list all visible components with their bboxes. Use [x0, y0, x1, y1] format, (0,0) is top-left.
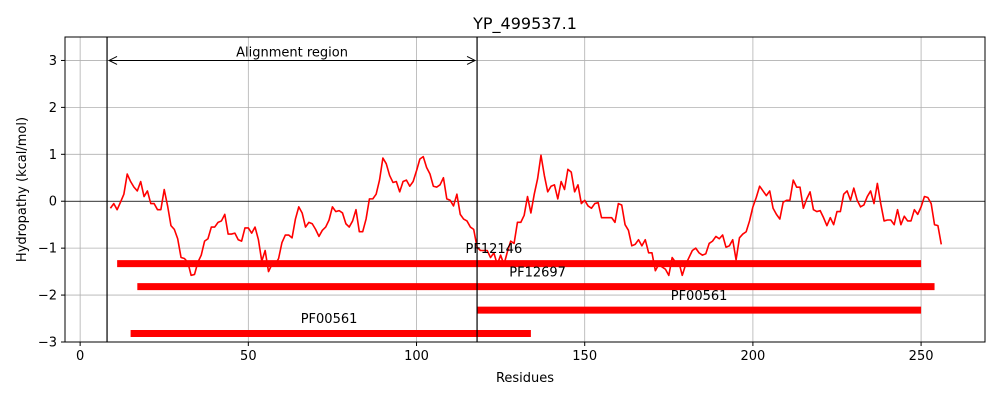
y-axis-label: Hydropathy (kcal/mol)	[15, 117, 30, 262]
x-tick-label: 100	[404, 349, 429, 364]
plot-frame	[64, 36, 986, 343]
arrow-right-head	[466, 56, 477, 65]
domain-label: PF12697	[509, 265, 566, 280]
x-axis-label: Residues	[496, 371, 554, 386]
domain-bars	[117, 260, 935, 338]
x-tick-label: 200	[740, 349, 765, 364]
y-tick-label: 2	[49, 101, 57, 116]
domain-label: PF00561	[671, 289, 728, 304]
domain-label-group: PF12146 PF12697 PF00561 PF00561	[301, 242, 728, 327]
domain-label: PF00561	[301, 312, 358, 327]
y-tick-label: 3	[49, 54, 57, 69]
arrow-left-head	[107, 56, 118, 65]
x-tick-label: 250	[909, 349, 934, 364]
alignment-region-group: Alignment region	[106, 37, 478, 342]
x-tick-label: 50	[240, 349, 257, 364]
series-line-group	[109, 154, 943, 277]
x-tick-label: 150	[572, 349, 597, 364]
chart-title: YP_499537.1	[472, 14, 577, 34]
y-tick-label: 0	[49, 195, 57, 210]
hydropathy-line	[109, 154, 943, 277]
grid-lines	[65, 37, 985, 343]
x-axis-ticks: 0 50 100 150 200 250	[76, 342, 934, 364]
y-tick-label: −2	[38, 289, 57, 304]
x-tick-label: 0	[76, 349, 84, 364]
y-tick-label: −1	[38, 242, 57, 257]
alignment-region-label: Alignment region	[236, 45, 348, 60]
y-axis-ticks: −3 −2 −1 0 1 2 3	[38, 54, 65, 351]
y-tick-label: −3	[38, 336, 57, 351]
domain-label: PF12146	[466, 242, 523, 257]
y-tick-label: 1	[49, 148, 57, 163]
